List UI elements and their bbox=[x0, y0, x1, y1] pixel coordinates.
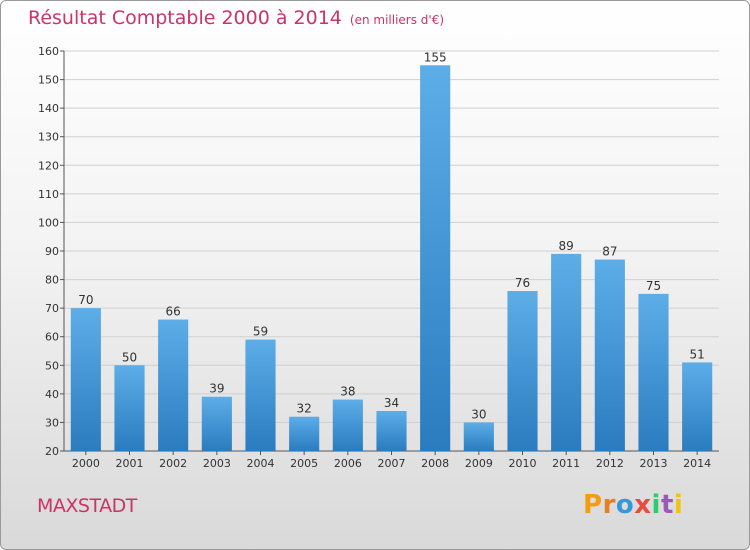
bar-2006[interactable] bbox=[332, 399, 363, 451]
logo-letter: o bbox=[615, 490, 635, 520]
y-tick-label: 140 bbox=[38, 102, 59, 115]
y-tick-label: 50 bbox=[45, 359, 59, 372]
y-tick-label: 130 bbox=[38, 131, 59, 144]
bar-2013[interactable] bbox=[638, 293, 669, 451]
value-label-2012: 87 bbox=[602, 245, 617, 259]
bar-2008[interactable] bbox=[420, 65, 451, 452]
value-label-2013: 75 bbox=[646, 279, 661, 293]
value-label-2011: 89 bbox=[559, 239, 574, 253]
x-tick-label-2002: 2002 bbox=[159, 457, 187, 470]
y-tick-label: 70 bbox=[45, 302, 59, 315]
title-subtitle: (en milliers d'€) bbox=[349, 13, 445, 27]
labels: 70 2000 50 2001 66 2002 39 2003 59 2004 32 2005 38 20… bbox=[72, 50, 711, 470]
commune-name: MAXSTADT bbox=[37, 495, 137, 517]
y-tick-label: 60 bbox=[45, 331, 59, 344]
value-label-2006: 38 bbox=[340, 385, 355, 399]
bar-2010[interactable] bbox=[507, 291, 538, 451]
bar-2004[interactable] bbox=[245, 339, 276, 451]
x-tick-label-2006: 2006 bbox=[334, 457, 362, 470]
x-tick-label-2005: 2005 bbox=[290, 457, 318, 470]
y-tick-label: 90 bbox=[45, 245, 59, 258]
value-label-2010: 76 bbox=[515, 276, 530, 290]
y-tick-label: 160 bbox=[38, 45, 59, 58]
logo-letter: i bbox=[673, 490, 684, 520]
x-tick-label-2010: 2010 bbox=[509, 457, 537, 470]
x-tick-label-2008: 2008 bbox=[421, 457, 449, 470]
x-tick-label-2011: 2011 bbox=[552, 457, 580, 470]
y-tick-label: 110 bbox=[38, 188, 59, 201]
bar-2000[interactable] bbox=[70, 308, 101, 451]
bars bbox=[70, 65, 713, 452]
value-label-2002: 66 bbox=[166, 305, 181, 319]
bar-2014[interactable] bbox=[682, 362, 713, 451]
x-tick-label-2004: 2004 bbox=[247, 457, 275, 470]
x-tick-label-2013: 2013 bbox=[640, 457, 668, 470]
x-tick-label-2014: 2014 bbox=[683, 457, 711, 470]
bar-2007[interactable] bbox=[376, 411, 407, 451]
bar-2001[interactable] bbox=[114, 365, 145, 451]
logo-letter: t bbox=[660, 490, 674, 520]
logo-letter: i bbox=[651, 490, 661, 520]
value-label-2007: 34 bbox=[384, 396, 399, 410]
value-label-2008: 155 bbox=[424, 50, 447, 64]
value-label-2000: 70 bbox=[78, 293, 93, 307]
y-tick-label: 100 bbox=[38, 216, 59, 229]
bar-2011[interactable] bbox=[551, 253, 582, 451]
chart-title: Résultat Comptable 2000 à 2014 (en millie… bbox=[28, 7, 444, 29]
logo-letter: P bbox=[583, 490, 603, 520]
x-tick-label-2003: 2003 bbox=[203, 457, 231, 470]
y-tick-label: 80 bbox=[45, 274, 59, 287]
bar-2002[interactable] bbox=[158, 319, 189, 451]
title-main: Résultat Comptable 2000 à 2014 bbox=[28, 7, 342, 29]
bar-2012[interactable] bbox=[594, 259, 625, 451]
y-tick-label: 40 bbox=[45, 388, 59, 401]
y-tick-label: 150 bbox=[38, 74, 59, 87]
x-tick-label-2012: 2012 bbox=[596, 457, 624, 470]
x-tick-label-2009: 2009 bbox=[465, 457, 493, 470]
x-tick-label-2000: 2000 bbox=[72, 457, 100, 470]
proxiti-logo[interactable]: Proxiti bbox=[583, 490, 683, 520]
x-tick-label-2007: 2007 bbox=[378, 457, 406, 470]
value-label-2009: 30 bbox=[471, 407, 486, 421]
logo-letter: x bbox=[634, 490, 652, 520]
bar-2005[interactable] bbox=[289, 416, 320, 451]
bar-2009[interactable] bbox=[463, 422, 494, 451]
logo-letter: r bbox=[602, 490, 616, 520]
y-tick-label: 20 bbox=[45, 445, 59, 458]
value-label-2001: 50 bbox=[122, 350, 137, 364]
x-tick-label-2001: 2001 bbox=[116, 457, 144, 470]
value-label-2004: 59 bbox=[253, 325, 268, 339]
value-label-2003: 39 bbox=[209, 382, 224, 396]
bar-2003[interactable] bbox=[201, 396, 232, 451]
y-tick-label: 120 bbox=[38, 159, 59, 172]
y-tick-label: 30 bbox=[45, 416, 59, 429]
value-label-2014: 51 bbox=[690, 347, 705, 361]
value-label-2005: 32 bbox=[297, 402, 312, 416]
